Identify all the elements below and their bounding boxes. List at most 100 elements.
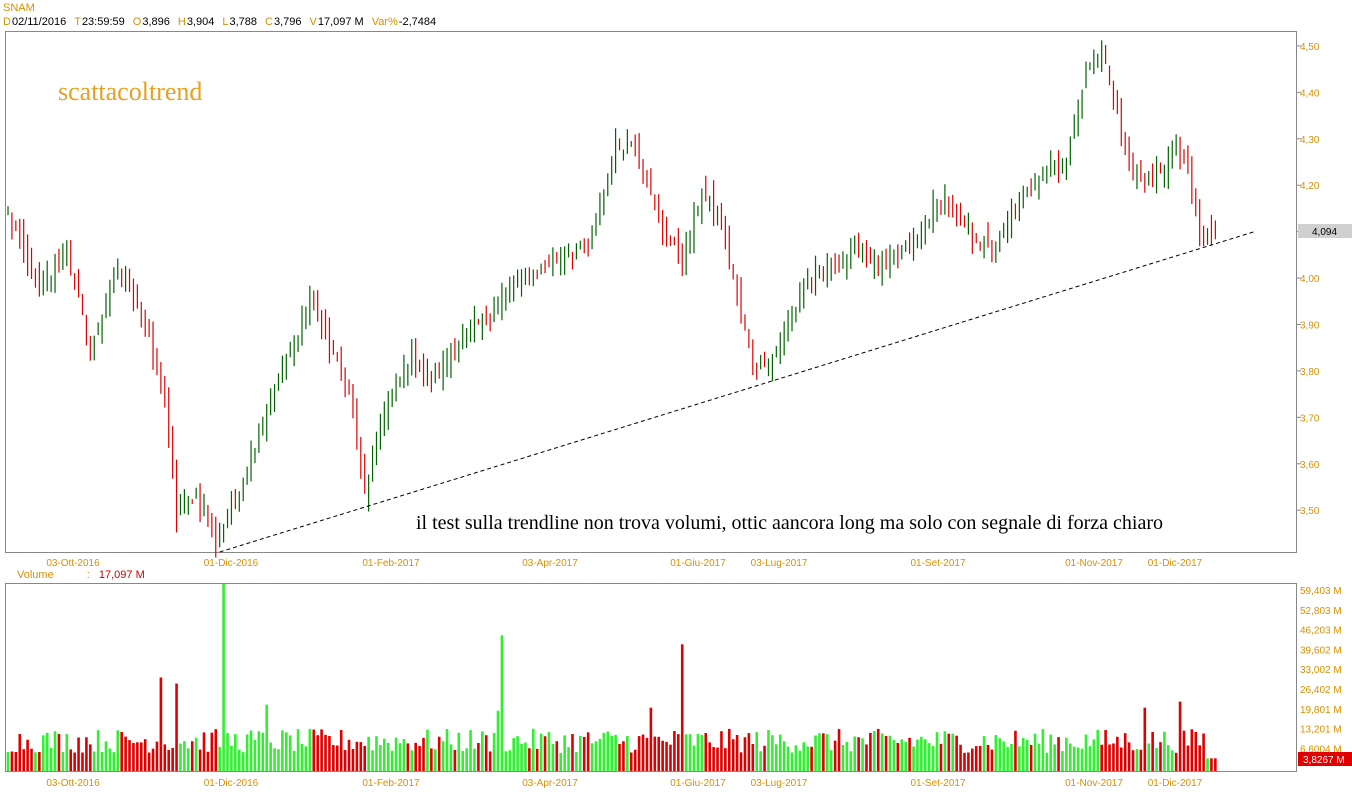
volume-bar xyxy=(508,750,512,771)
volume-bar xyxy=(430,748,433,771)
volume-bar xyxy=(931,745,935,771)
volume-bar xyxy=(582,736,586,771)
volume-bar xyxy=(971,748,974,771)
volume-bar xyxy=(245,734,249,771)
volume-bar xyxy=(947,733,951,771)
volume-bar xyxy=(288,735,292,771)
volume-bar xyxy=(1041,729,1045,771)
volume-date-label: 01-Nov-2017 xyxy=(1065,778,1123,789)
volume-tick-label: 33,002 M xyxy=(1300,665,1342,676)
price-tick-label: 3,60 xyxy=(1300,460,1320,471)
volume-bar xyxy=(57,734,61,771)
volume-bar xyxy=(814,735,817,771)
volume-bar xyxy=(916,739,919,771)
volume-bar xyxy=(810,746,813,771)
volume-bar xyxy=(767,730,770,771)
volume-bar xyxy=(1045,752,1049,771)
volume-bar xyxy=(488,751,492,771)
volume-bar xyxy=(1096,729,1100,771)
ohlc-value-3: 3,904 xyxy=(186,16,215,28)
volume-bar xyxy=(132,742,135,771)
volume-bar xyxy=(704,733,708,771)
volume-bar xyxy=(367,736,370,771)
volume-bar xyxy=(696,733,700,771)
volume-bar xyxy=(849,751,853,771)
volume-bar xyxy=(1190,729,1194,771)
volume-tick-label: 13,201 M xyxy=(1300,725,1342,736)
volume-bar xyxy=(414,742,417,771)
volume-bar xyxy=(226,732,229,771)
volume-bar xyxy=(680,644,684,771)
volume-bar xyxy=(716,747,719,771)
volume-bar xyxy=(935,732,939,771)
volume-bar xyxy=(818,733,821,771)
volume-bar xyxy=(1135,748,1139,771)
volume-bar xyxy=(89,744,92,771)
ohlc-readout: D02/11/2016 T23:59:59 O3,896 H3,904 L3,788 C3… xyxy=(3,16,444,28)
volume-bar xyxy=(547,732,551,771)
volume-bar xyxy=(692,745,696,771)
volume-bar xyxy=(943,731,947,771)
volume-bar xyxy=(1116,736,1119,771)
volume-bar xyxy=(590,743,594,771)
volume-bar xyxy=(853,736,857,771)
last-price-label: 4,094 xyxy=(1312,227,1337,238)
volume-bar xyxy=(829,750,833,771)
ohlc-key-7: Var% xyxy=(371,16,398,28)
volume-bar xyxy=(481,731,484,771)
volume-bar xyxy=(61,751,65,771)
ohlc-value-0: 02/11/2016 xyxy=(11,16,67,28)
volume-bar xyxy=(175,683,178,771)
volume-bar xyxy=(120,731,123,771)
volume-bar xyxy=(155,741,159,771)
volume-bar xyxy=(512,738,515,771)
volume-bar xyxy=(312,729,316,771)
volume-bar xyxy=(6,751,10,771)
volume-date-label: 01-Giu-2017 xyxy=(670,778,726,789)
volume-bar xyxy=(1088,746,1092,771)
volume-bar xyxy=(273,748,276,771)
price-tick-label: 4,00 xyxy=(1300,274,1320,285)
volume-bar xyxy=(241,752,245,771)
volume-bar xyxy=(955,735,958,771)
volume-bar xyxy=(857,737,860,771)
volume-bar xyxy=(92,751,96,771)
volume-bar xyxy=(65,733,69,771)
volume-bar xyxy=(1037,743,1041,771)
volume-bar xyxy=(249,730,253,771)
volume-bar xyxy=(316,735,319,771)
volume-bar xyxy=(531,728,535,771)
volume-bar xyxy=(22,749,25,771)
volume-bar xyxy=(739,752,743,771)
price-date-label: 03-Ott-2016 xyxy=(46,558,100,569)
ohlc-value-1: 23:59:59 xyxy=(81,16,125,28)
volume-bar xyxy=(806,746,809,771)
volume-bar xyxy=(567,747,570,771)
volume-bar xyxy=(669,744,672,771)
date-axes: 03-Ott-2016 01-Dic-2016 01-Feb-2017 03-Apr-… xyxy=(46,558,1202,789)
ohlc-key-2: O xyxy=(132,16,142,28)
volume-date-label: 01-Feb-2017 xyxy=(362,778,420,789)
ohlc-key-6: V xyxy=(309,16,317,28)
volume-bar xyxy=(265,704,269,771)
volume-tick-label: 46,203 M xyxy=(1300,626,1342,637)
volume-bar xyxy=(335,745,339,771)
price-date-label: 01-Dic-2016 xyxy=(204,558,259,569)
volume-bar xyxy=(802,742,806,771)
volume-bar xyxy=(433,749,437,771)
volume-bar xyxy=(339,730,343,771)
price-date-label: 01-Giu-2017 xyxy=(670,558,726,569)
volume-bar xyxy=(190,741,194,771)
volume-bar xyxy=(967,752,970,771)
volume-bar xyxy=(841,744,845,771)
price-date-label: 01-Dic-2017 xyxy=(1148,558,1203,569)
volume-bar xyxy=(1072,746,1076,771)
volume-bar xyxy=(880,733,884,771)
volume-bar xyxy=(441,741,445,771)
volume-bar xyxy=(402,739,406,771)
volume-bar xyxy=(1006,746,1009,771)
volume-bar xyxy=(1182,730,1186,771)
volume-bar xyxy=(261,732,265,771)
volume-bar xyxy=(771,735,774,771)
price-panel-frame xyxy=(5,31,1297,553)
